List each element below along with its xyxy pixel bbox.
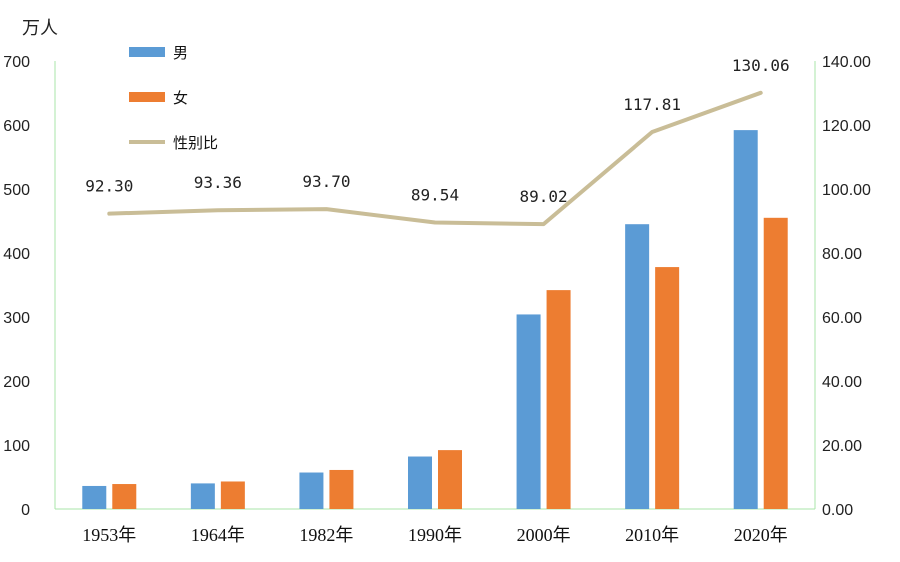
bar-male [408,456,432,509]
y-left-tick-label: 400 [3,246,30,263]
bar-female [546,290,571,509]
bar-male [82,485,107,509]
x-tick-label: 1982年 [299,525,353,545]
y-left-tick-label: 100 [3,438,30,455]
sex-ratio-data-label: 89.54 [411,185,459,204]
bar-male [733,130,758,509]
sex-ratio-data-label: 92.30 [85,177,133,196]
y-left-tick-label: 500 [3,182,30,199]
x-tick-label: 1964年 [191,525,245,545]
y-right-tick-label: 60.00 [822,310,862,327]
y-left-tick-label: 300 [3,310,30,327]
legend-swatch [129,92,165,102]
y-right-tick-label: 20.00 [822,438,862,455]
y-right-tick-label: 0.00 [822,502,853,519]
bar-female [329,469,354,509]
legend-label: 男 [173,44,188,62]
y-right-tick-label: 100.00 [822,182,871,199]
y-left-unit-label: 万人 [22,18,58,39]
sex-ratio-line [107,90,763,227]
legend-label: 性别比 [173,134,218,152]
bar-male [625,224,650,509]
x-tick-label: 1990年 [408,525,462,545]
y-right-tick-label: 140.00 [822,54,871,71]
legend-label: 女 [173,89,188,107]
y-right-tick-label: 80.00 [822,246,862,263]
bar-female [763,217,788,510]
axes: 0 100 200 300 400 500 600 700 0.00 20.00 40.00 60.0… [3,18,871,545]
bar-male [190,483,215,509]
bar-female [655,267,680,509]
bars [82,130,788,510]
sex-ratio-data-label: 93.70 [302,172,350,191]
x-tick-label: 1953年 [82,525,136,545]
bar-male [299,472,324,509]
sex-ratio-data-label: 93.36 [194,173,242,192]
sex-ratio-data-label: 117.81 [623,95,681,114]
y-right-tick-label: 120.00 [822,118,871,135]
data-labels: 92.30 93.36 93.70 89.54 89.02 117.81 130.06 [85,56,789,206]
x-tick-label: 2000年 [517,525,571,545]
y-left-tick-label: 600 [3,118,30,135]
x-tick-label: 2010年 [625,525,679,545]
x-tick-label: 2020年 [734,525,788,545]
y-right-tick-label: 40.00 [822,374,862,391]
legend-swatch [129,47,165,57]
y-left-tick-label: 0 [21,502,30,519]
sex-ratio-data-label: 130.06 [732,56,790,75]
y-left-tick-label: 200 [3,374,30,391]
bar-female [438,450,462,509]
bar-female [220,481,245,509]
sex-ratio-data-label: 89.02 [519,187,567,206]
bar-male [516,314,541,509]
y-left-tick-label: 700 [3,54,30,71]
bar-female [112,484,137,509]
